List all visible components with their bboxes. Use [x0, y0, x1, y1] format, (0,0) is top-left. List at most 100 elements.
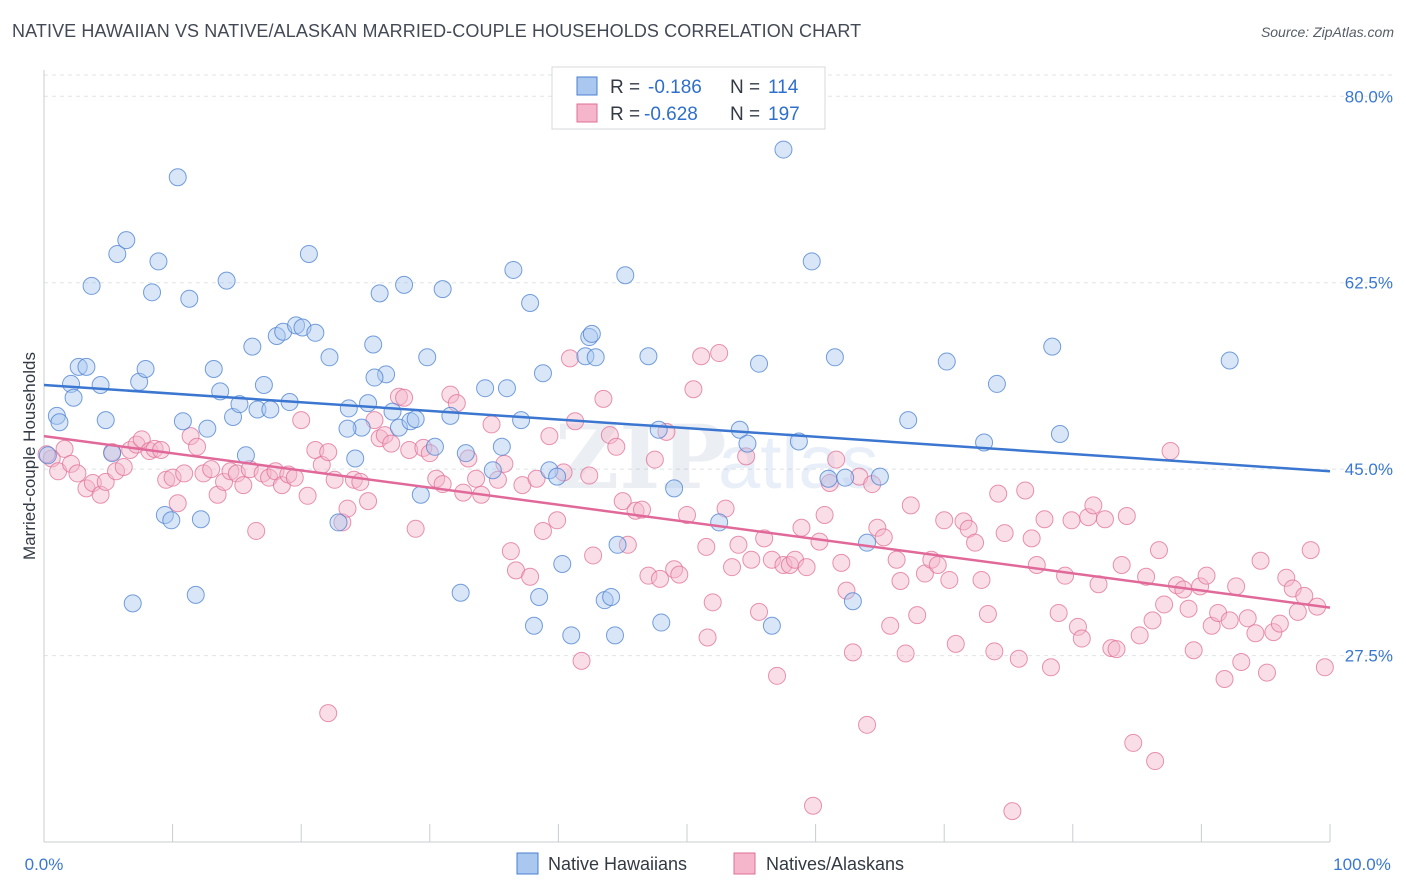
pink-trend-line — [43, 434, 1331, 609]
blue-point — [329, 513, 348, 532]
blue-point — [665, 479, 684, 498]
pink-point — [1003, 802, 1022, 821]
pink-point — [188, 437, 207, 456]
pink-point — [501, 542, 520, 561]
pink-point — [338, 499, 357, 518]
stats-pink-n-value: 197 — [768, 104, 800, 125]
pink-point — [737, 447, 756, 466]
pink-point — [168, 494, 187, 513]
blue-point — [123, 594, 142, 613]
blue-point — [1220, 351, 1239, 370]
pink-point — [815, 505, 834, 524]
blue-point — [802, 252, 821, 271]
pink-point — [1143, 611, 1162, 630]
pink-point — [594, 389, 613, 408]
blue-point — [136, 360, 155, 379]
pink-point — [935, 511, 954, 530]
blue-point — [710, 513, 729, 532]
pink-point — [533, 521, 552, 540]
pink-point — [928, 556, 947, 575]
pink-point — [632, 500, 651, 519]
pink-point — [1072, 629, 1091, 648]
pink-point — [972, 570, 991, 589]
pink-point — [319, 704, 338, 723]
pink-point — [1277, 568, 1296, 587]
blue-point — [836, 468, 855, 487]
blue-point — [50, 413, 69, 432]
legend-blue-swatch — [516, 852, 539, 875]
blue-point — [582, 324, 601, 343]
pink-point — [1084, 496, 1103, 515]
blue-point — [825, 348, 844, 367]
pink-point — [837, 581, 856, 600]
pink-point — [887, 550, 906, 569]
blue-point — [248, 400, 267, 419]
legend-pink-label: Natives/Alaskans — [766, 854, 904, 874]
blue-point — [217, 271, 236, 290]
stats-blue-swatch — [576, 76, 598, 96]
blue-point — [476, 379, 495, 398]
pink-point — [645, 450, 664, 469]
blue-point — [433, 280, 452, 299]
pink-point — [527, 469, 546, 488]
pink-point — [1149, 541, 1168, 560]
blue-point — [389, 418, 408, 437]
pink-point — [1220, 611, 1239, 630]
blue-point — [562, 626, 581, 645]
pink-point — [400, 440, 419, 459]
blue-point — [492, 437, 511, 456]
legend-pink-swatch — [733, 852, 756, 875]
pink-point — [978, 605, 997, 624]
pink-point — [1009, 649, 1028, 668]
pink-point — [114, 458, 133, 477]
pink-point — [698, 628, 717, 647]
blue-point — [306, 323, 325, 342]
blue-point — [359, 394, 378, 413]
blue-point — [762, 616, 781, 635]
y-tick-label: 45.0% — [1345, 460, 1393, 479]
blue-point — [383, 402, 402, 421]
pink-point — [521, 567, 540, 586]
blue-point — [143, 283, 162, 302]
blue-point — [96, 411, 115, 430]
blue-point — [299, 244, 318, 263]
blue-point — [649, 420, 668, 439]
blue-point — [406, 410, 425, 429]
pink-point — [1232, 652, 1251, 671]
pink-point — [1161, 442, 1180, 461]
pink-point — [1035, 510, 1054, 529]
blue-point — [521, 293, 540, 312]
blue-point — [937, 352, 956, 371]
pink-point — [1179, 599, 1198, 618]
blue-point — [425, 437, 444, 456]
blue-point — [230, 395, 249, 414]
pink-point — [1251, 551, 1270, 570]
pink-point — [395, 388, 414, 407]
blue-point — [108, 244, 127, 263]
pink-point — [1301, 541, 1320, 560]
pink-point — [804, 796, 823, 815]
pink-point — [467, 469, 486, 488]
pink-point — [163, 468, 182, 487]
pink-point — [946, 634, 965, 653]
pink-point — [68, 464, 87, 483]
pink-point — [985, 642, 1004, 661]
blue-point — [553, 554, 572, 573]
pink-point — [703, 593, 722, 612]
blue-point — [149, 252, 168, 271]
x-axis-ticks — [43, 824, 1331, 842]
pink-point — [572, 651, 591, 670]
blue-point — [64, 388, 83, 407]
blue-point — [602, 587, 621, 606]
pink-point — [1117, 507, 1136, 526]
pink-point — [665, 560, 684, 579]
pink-point — [670, 565, 689, 584]
pink-point — [247, 521, 266, 540]
pink-point — [540, 427, 559, 446]
blue-point — [1050, 424, 1069, 443]
blue-point — [204, 360, 223, 379]
blue-point — [456, 444, 475, 463]
blue-point — [162, 511, 181, 530]
pink-point — [1227, 577, 1246, 596]
pink-point — [797, 558, 816, 577]
